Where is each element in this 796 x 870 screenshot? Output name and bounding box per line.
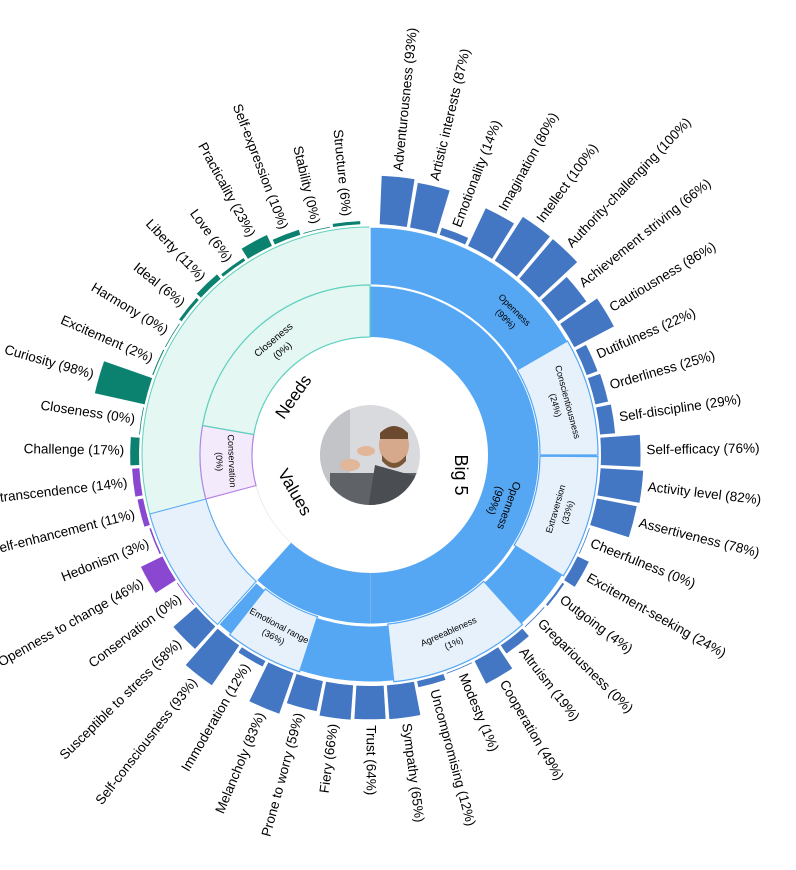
facet-bar[interactable] [173,607,216,649]
facet-bar[interactable] [446,662,473,674]
facet-bar[interactable] [417,674,446,688]
facet-label: Gregariousness (0%) [535,616,636,716]
facet-bar[interactable] [140,556,176,594]
facet-label: Excitement-seeking (24%) [584,570,729,660]
facet-bar[interactable] [410,182,450,234]
facet-label: Sympathy (65%) [399,722,427,823]
facet-label: Fiery (66%) [317,723,341,794]
facet-label: Challenge (17%) [24,441,125,458]
facet-bar[interactable] [597,468,644,503]
facet-bar[interactable] [94,361,153,405]
facet-label: Openness to change (46%) [0,576,146,670]
facet-bar[interactable] [379,175,415,227]
facet-label: Ideal (6%) [131,260,188,310]
facet-bar[interactable] [519,239,578,298]
facet-label: Self-transcendence (14%) [0,475,128,508]
facet-label: Self-efficacy (76%) [646,440,759,457]
big5-inner-ring-extension [256,542,370,625]
facet-bar[interactable] [596,404,616,435]
facet-bar[interactable] [386,681,421,720]
facet-label: Modesty (1%) [456,671,502,754]
facet-label: Orderliness (25%) [608,348,717,392]
facet-bar[interactable] [354,685,386,720]
facet-label: Structure (6%) [330,129,354,217]
trait-percent: (0%) [214,452,225,471]
facet-label: Assertiveness (78%) [637,515,761,560]
facet-label: Authority-challenging (100%) [563,115,694,251]
facet-bar[interactable] [286,674,323,712]
facet-label: Self-discipline (29%) [618,391,742,424]
facet-bar[interactable] [185,628,240,686]
facet-bar[interactable] [249,662,294,714]
facet-bar[interactable] [179,297,199,322]
facet-bar[interactable] [541,276,587,322]
facet-bar[interactable] [132,468,143,497]
facet-bar[interactable] [139,407,144,435]
facet-bar[interactable] [587,373,609,405]
facet-bar[interactable] [196,274,221,298]
facet-bar[interactable] [319,681,354,720]
facet-label: Achievement striving (66%) [576,176,714,291]
facet-bar[interactable] [332,221,361,227]
facet-label: Dutifulness (22%) [594,305,698,361]
trait-segment-conscientiousness[interactable] [516,340,599,456]
facet-label: Stability (0%) [290,144,323,225]
facet-bar[interactable] [176,582,194,606]
facet-bar[interactable] [600,434,641,467]
facet-label: Activity level (82%) [647,479,762,507]
facet-bar[interactable] [546,582,565,606]
trait-segment-closeness[interactable] [201,284,371,436]
facet-label: Melancholy (83%) [212,710,268,815]
facet-bar[interactable] [578,528,590,554]
avatar [320,405,420,505]
facet-bar[interactable] [130,437,140,466]
facet-bar[interactable] [149,528,162,555]
facet-bar[interactable] [164,323,180,348]
facet-bar[interactable] [524,607,545,628]
facet-bar[interactable] [272,229,301,245]
trait-segment-emotional-range[interactable] [228,588,319,673]
trait-label-conservation: Conservation(0%) [213,434,238,488]
trait-segment-extraversion[interactable] [513,455,599,577]
facet-label: Love (6%) [187,206,235,265]
facet-bar[interactable] [221,257,246,277]
trait-name: Conservation [226,434,238,487]
facet-label: Susceptible to stress (58%) [57,636,185,762]
facet-bar[interactable] [137,498,150,527]
facet-bar[interactable] [590,498,637,538]
facet-label: Closeness (0%) [40,398,136,427]
facet-label: Trust (64%) [363,725,378,795]
center-label-values: Values [274,466,316,519]
facet-label: Emotionality (14%) [449,118,503,229]
facet-bar[interactable] [439,227,469,245]
facet-bar[interactable] [303,226,330,234]
facet-bar[interactable] [575,344,598,376]
trait-segment-agreeableness[interactable] [387,580,524,683]
facet-label: Artistic interests (87%) [427,47,473,182]
center-label-big5: Big 5 [451,454,471,495]
facet-bar[interactable] [468,208,515,259]
emotional-range-outer-segment [149,498,257,626]
facet-label: Curiosity (98%) [3,342,96,382]
facet-label: Prone to worry (59%) [259,711,307,838]
facet-bar[interactable] [474,647,513,684]
facet-bar[interactable] [241,235,272,259]
facet-bar[interactable] [560,298,614,348]
facet-bar[interactable] [500,628,529,654]
big5-inner-ring [370,285,540,625]
facet-bar[interactable] [494,216,550,277]
facet-bar[interactable] [238,647,266,667]
facet-label: Self-consciousness (93%) [92,675,200,807]
facet-bar[interactable] [152,349,165,376]
facet-bar[interactable] [564,556,589,587]
facet-label: Adventurousness (93%) [390,27,419,172]
